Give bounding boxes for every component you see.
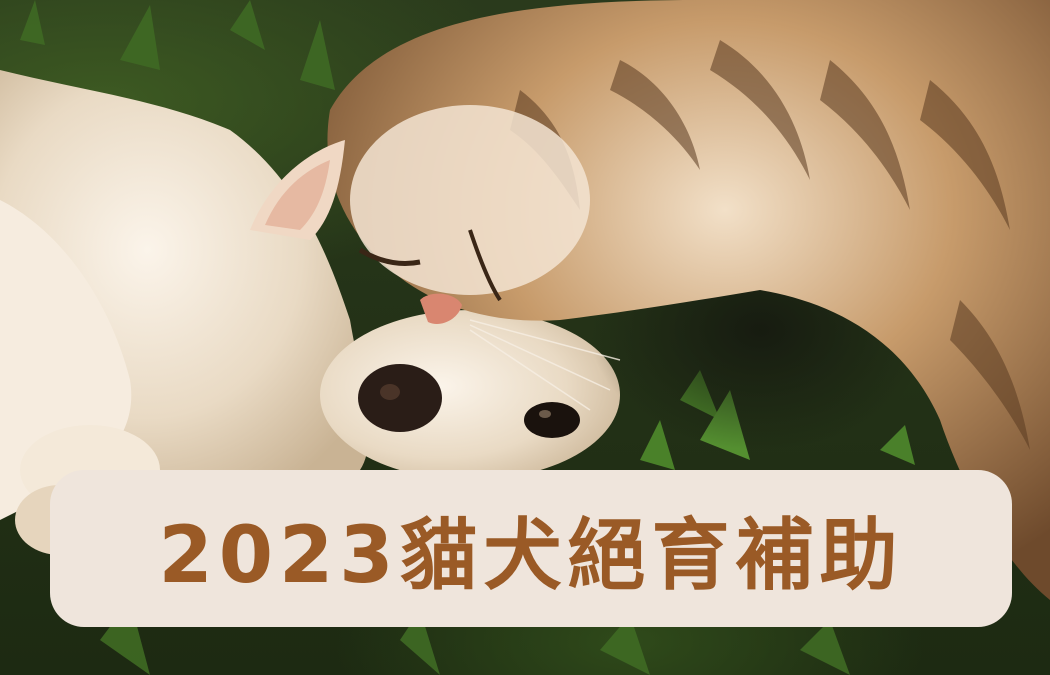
dog-eye — [524, 402, 580, 438]
cat — [250, 0, 1050, 600]
banner-title: 2023貓犬絕育補助 — [158, 510, 904, 601]
title-banner: 2023貓犬絕育補助 — [50, 470, 1012, 627]
dog — [0, 70, 620, 520]
dog-nose — [358, 364, 442, 432]
cat-nose — [420, 293, 462, 325]
